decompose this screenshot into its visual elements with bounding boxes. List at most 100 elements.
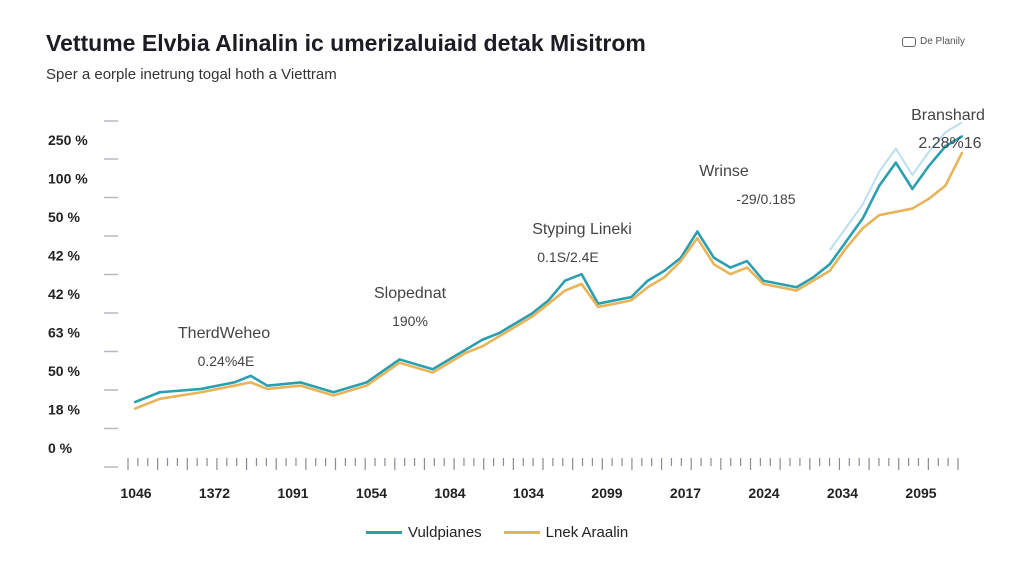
x-tick-label: 2017 bbox=[670, 485, 701, 501]
series-1-point bbox=[530, 312, 534, 315]
series-1-point bbox=[547, 299, 550, 302]
x-tick-label: 2034 bbox=[827, 485, 858, 501]
series-2-point bbox=[663, 276, 666, 279]
series-2-point bbox=[547, 302, 550, 305]
series-2-point bbox=[365, 384, 368, 387]
series-1-point bbox=[266, 384, 269, 387]
y-tick-label: 50 % bbox=[48, 363, 80, 379]
y-axis: 250 % 100 % 50 % 42 % 42 % 63 % 50 % 18 % 0 % bbox=[48, 120, 118, 468]
series-1-point bbox=[464, 348, 467, 351]
series-1-point bbox=[630, 295, 633, 299]
series-2-point bbox=[811, 279, 815, 282]
series-1-point bbox=[514, 322, 517, 325]
series-2-point bbox=[696, 236, 699, 240]
x-tick-label: 1034 bbox=[513, 485, 544, 501]
series-1-point bbox=[960, 135, 964, 138]
source-logo-icon bbox=[902, 36, 916, 47]
series-2-point bbox=[861, 227, 864, 230]
x-tick-label: 1054 bbox=[356, 485, 387, 501]
legend-item-series-2: Lnek Araalin bbox=[503, 524, 629, 541]
series-1-point bbox=[944, 145, 947, 148]
series-2-point bbox=[199, 391, 203, 394]
series-1-point bbox=[497, 332, 501, 335]
series-1-point bbox=[696, 230, 699, 233]
series-2-point bbox=[911, 207, 914, 210]
series-faded-trail bbox=[828, 121, 963, 251]
series-1-point bbox=[613, 299, 616, 302]
series-2-point bbox=[828, 269, 831, 273]
series-2-point bbox=[398, 361, 401, 364]
series-2-point bbox=[745, 266, 749, 269]
annotation-value: 0.1S/2.4E bbox=[537, 249, 599, 265]
series-2-point bbox=[266, 387, 269, 391]
series-1-point bbox=[365, 381, 368, 384]
series-1-point bbox=[845, 240, 848, 243]
legend-swatch-series-2 bbox=[503, 531, 540, 534]
series-1-point bbox=[398, 358, 401, 361]
annotation-value: 0.24%4E bbox=[198, 353, 255, 369]
series-1-point bbox=[663, 269, 666, 273]
series-1-point bbox=[249, 374, 252, 378]
series-1-point bbox=[911, 187, 914, 191]
annotation-label: Branshard bbox=[911, 107, 985, 124]
annotation-value: 190% bbox=[392, 313, 428, 329]
series-1-point bbox=[861, 217, 864, 220]
annotations: TherdWeheo 0.24%4E Slopednat 190% Styping Li… bbox=[178, 107, 985, 369]
series-2-point bbox=[712, 263, 716, 266]
x-tick-label: 2095 bbox=[905, 485, 936, 501]
series-1-point bbox=[233, 381, 236, 384]
series-2-point bbox=[878, 213, 881, 217]
series-1-point bbox=[563, 279, 567, 282]
series-2-point bbox=[233, 384, 236, 387]
series-2-point bbox=[729, 272, 732, 276]
y-tick-label: 100 % bbox=[48, 171, 88, 187]
series-1-point bbox=[646, 279, 649, 282]
series-1-point bbox=[431, 368, 434, 371]
series-1-point bbox=[729, 266, 732, 269]
y-tick-label: 42 % bbox=[48, 248, 80, 264]
x-tick-label: 2099 bbox=[591, 485, 622, 501]
series-lines bbox=[133, 121, 964, 410]
annotation-label: TherdWeheo bbox=[178, 325, 270, 342]
series-1-point bbox=[332, 391, 335, 394]
y-tick-label: 18 % bbox=[48, 402, 80, 418]
series-2-point bbox=[580, 282, 583, 286]
series-1-point bbox=[778, 282, 782, 286]
series-2-point bbox=[944, 184, 947, 187]
series-2-point bbox=[158, 397, 162, 400]
x-axis: 1046 1372 1091 1054 1084 1034 2099 2017 2024 2034… bbox=[120, 458, 959, 501]
legend-label-series-2: Lnek Araalin bbox=[545, 524, 629, 541]
series-2-point bbox=[530, 315, 534, 318]
annotation-label: Slopednat bbox=[374, 285, 447, 302]
x-tick-label: 1372 bbox=[199, 485, 230, 501]
legend-item-series-1: Vuldpianes bbox=[366, 524, 482, 541]
series-2-point bbox=[514, 325, 517, 328]
series-2-point bbox=[795, 289, 798, 292]
series-1-point bbox=[894, 161, 898, 164]
series-2-point bbox=[596, 305, 600, 309]
series-1-point bbox=[158, 391, 162, 394]
series-2-point bbox=[613, 302, 616, 305]
series-1-point bbox=[745, 259, 749, 263]
y-tick-label: 0 % bbox=[48, 440, 73, 456]
annotation-value: -29/0.185 bbox=[736, 191, 795, 207]
series-line-1 bbox=[134, 135, 963, 404]
y-tick-label: 42 % bbox=[48, 286, 80, 302]
series-line-2 bbox=[134, 152, 964, 410]
x-tick-label: 2024 bbox=[748, 485, 779, 501]
series-2-point bbox=[563, 289, 567, 292]
source-badge: De Planily bbox=[902, 36, 965, 47]
series-2-point bbox=[778, 286, 782, 289]
series-2-point bbox=[646, 286, 649, 289]
x-tick-label: 1046 bbox=[120, 485, 151, 501]
series-1-point bbox=[878, 184, 881, 187]
series-2-point bbox=[299, 384, 302, 387]
chart-title: Vettume Elvbia Alinalin ic umerizaluiaid… bbox=[46, 30, 646, 56]
series-1-point bbox=[481, 338, 484, 341]
series-1-point bbox=[828, 263, 831, 266]
series-1-point bbox=[580, 272, 583, 276]
source-badge-label: De Planily bbox=[920, 36, 966, 47]
series-2-point bbox=[249, 381, 252, 384]
series-1-point bbox=[199, 387, 203, 391]
x-tick-label: 1084 bbox=[434, 485, 465, 501]
